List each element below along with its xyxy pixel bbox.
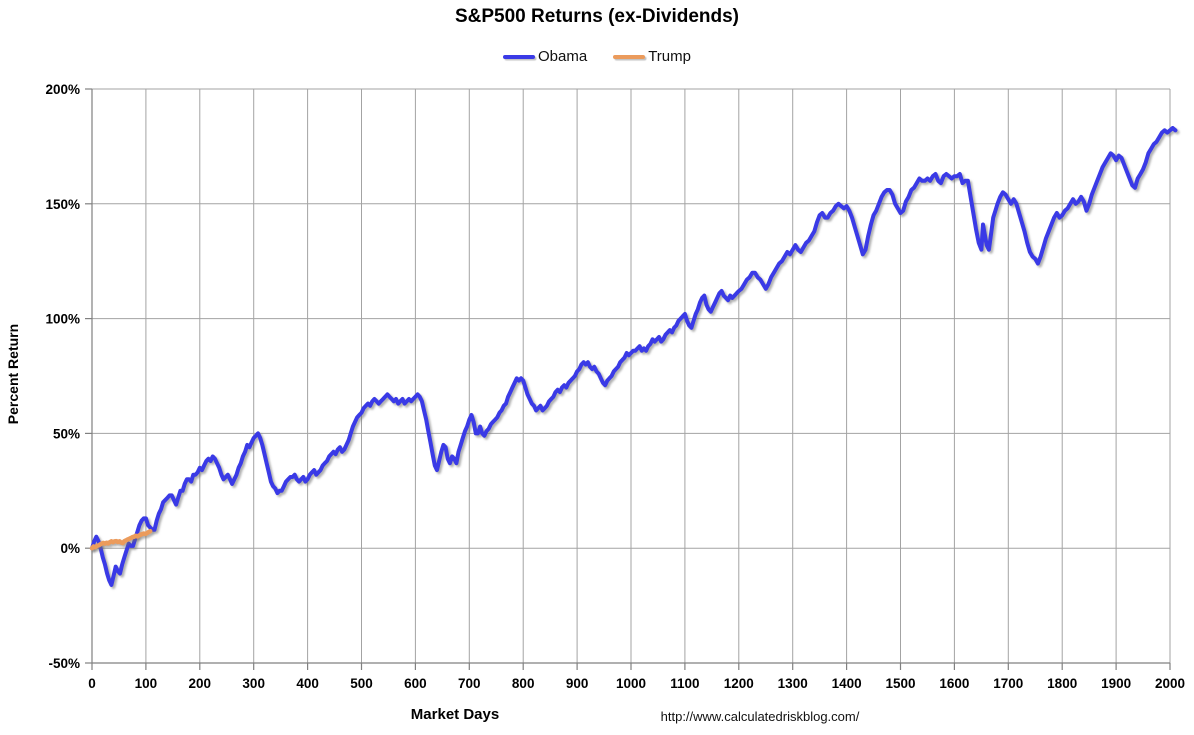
x-tick-label: 1400 xyxy=(832,676,862,691)
x-tick-label: 2000 xyxy=(1155,676,1185,691)
x-tick-label: 100 xyxy=(135,676,158,691)
x-tick-label: 1900 xyxy=(1101,676,1131,691)
y-tick-label: 100% xyxy=(45,312,80,327)
x-tick-label: 1700 xyxy=(993,676,1023,691)
x-tick-label: 900 xyxy=(566,676,589,691)
legend-item-obama: Obama xyxy=(503,48,587,65)
x-tick-label: 700 xyxy=(458,676,481,691)
x-tick-label: 1600 xyxy=(939,676,969,691)
y-axis-title: Percent Return xyxy=(5,323,21,425)
source-url: http://www.calculatedriskblog.com/ xyxy=(660,709,860,724)
x-tick-label: 1300 xyxy=(778,676,808,691)
x-tick-label: 1500 xyxy=(885,676,915,691)
series-line-trump xyxy=(89,528,153,551)
series-line-obama xyxy=(90,126,1178,587)
x-tick-label: 1800 xyxy=(1047,676,1077,691)
y-tick-label: 150% xyxy=(45,197,80,212)
x-tick-label: 500 xyxy=(350,676,373,691)
y-tick-label: 0% xyxy=(60,541,80,556)
legend-label-trump: Trump xyxy=(648,48,691,65)
trump-line-swatch-icon xyxy=(613,54,646,59)
obama-line-swatch-icon xyxy=(503,54,535,59)
legend-label-obama: Obama xyxy=(538,48,588,65)
x-tick-label: 0 xyxy=(88,676,96,691)
x-tick-label: 200 xyxy=(189,676,212,691)
x-tick-label: 600 xyxy=(404,676,427,691)
legend-item-trump: Trump xyxy=(613,48,691,65)
x-tick-label: 1000 xyxy=(616,676,646,691)
y-tick-label: -50% xyxy=(48,656,80,671)
x-axis-title: Market Days xyxy=(410,706,500,723)
chart-title: S&P500 Returns (ex-Dividends) xyxy=(454,6,740,27)
y-tick-label: 50% xyxy=(53,426,80,441)
x-tick-label: 1200 xyxy=(724,676,754,691)
x-tick-label: 800 xyxy=(512,676,535,691)
x-tick-label: 400 xyxy=(296,676,319,691)
legend: Obama Trump xyxy=(0,48,1194,65)
x-tick-label: 1100 xyxy=(670,676,699,691)
y-tick-label: 200% xyxy=(45,82,80,97)
x-tick-label: 300 xyxy=(242,676,265,691)
